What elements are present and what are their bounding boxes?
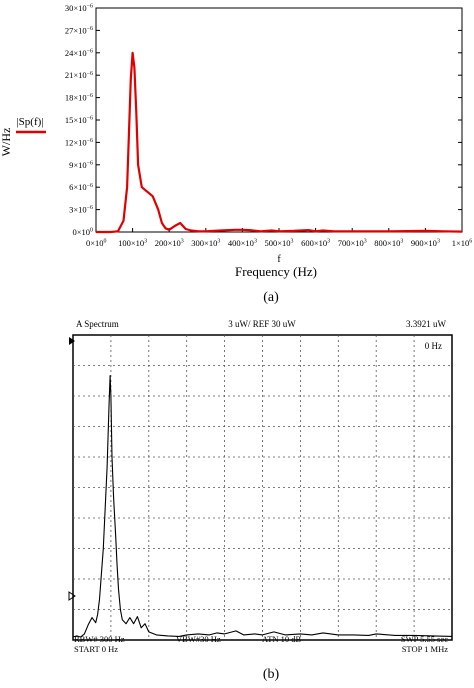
chart-a-panel-label: (a)	[263, 290, 279, 305]
chart-a-xtick-label-8: 800×103	[374, 238, 403, 248]
chart-a: 0×100 3×10−6 6×10−6 9×10−6 12×10−6 15×10−6 18×…	[0, 3, 472, 305]
chart-a-xtick-label-10: 1×106	[452, 238, 473, 248]
chart-b-footer-rbw: RBW# 300 Hz	[74, 634, 125, 644]
chart-a-ytick-label-1: 3×10−6	[69, 205, 93, 215]
chart-a-ytick-label-8: 24×10−6	[65, 48, 93, 58]
chart-a-ytick-label-5: 15×10−6	[65, 115, 93, 125]
chart-b-panel-label: (b)	[263, 667, 280, 682]
chart-b-marker-readout: 0 Hz	[425, 341, 442, 351]
chart-a-ytick-label-4: 12×10−6	[65, 137, 93, 147]
chart-b-header-right: 3.3921 uW	[406, 319, 447, 329]
chart-a-xtick-label-2: 200×103	[155, 238, 184, 248]
chart-a-ytick-label-2: 6×10−6	[69, 182, 93, 192]
chart-b-footer-atn: ATN 10 dB	[262, 634, 302, 644]
chart-b-header-center: 3 uW/ REF 30 uW	[228, 319, 296, 329]
chart-a-legend-text: |Sp(f)|	[16, 116, 43, 128]
chart-a-xtick-label-7: 700×103	[338, 238, 367, 248]
chart-b-footer-stop: STOP 1 MHz	[402, 644, 449, 654]
chart-b-ref-marker	[69, 337, 75, 345]
chart-a-xtick-label-0: 0×100	[86, 238, 107, 248]
chart-a-xtick-label-5: 500×103	[264, 238, 293, 248]
chart-b: A Spectrum 3 uW/ REF 30 uW 3.3921 uW 0 Hz RB…	[68, 319, 453, 682]
chart-a-ytick-label-6: 18×10−6	[65, 93, 93, 103]
chart-a-ytick-label-0: 0×100	[72, 227, 93, 237]
chart-a-xlabel: Frequency (Hz)	[235, 264, 317, 279]
chart-b-header-left: A Spectrum	[76, 319, 119, 329]
chart-a-ytick-label-3: 9×10−6	[69, 160, 93, 170]
chart-a-ylabel: W/Hz	[0, 128, 13, 157]
chart-b-footer-vbw: VBW#30 Hz	[176, 634, 221, 644]
chart-b-footer-start: START 0 Hz	[74, 644, 118, 654]
chart-a-ytick-label-10: 30×10−6	[65, 3, 93, 13]
chart-a-xtick-label-6: 600×103	[301, 238, 330, 248]
chart-b-footer-swp: SWP 5.55 sec	[401, 634, 448, 644]
chart-a-ytick-label-7: 21×10−6	[65, 70, 93, 80]
chart-a-ytick-label-9: 27×10−6	[65, 25, 93, 35]
chart-a-xtick-label-1: 100×103	[118, 238, 147, 248]
chart-a-xtick-label-4: 400×103	[228, 238, 257, 248]
chart-b-trace	[72, 375, 453, 638]
chart-a-xtick-label-9: 900×103	[411, 238, 440, 248]
chart-b-offset-marker	[68, 591, 76, 601]
chart-a-xvar: f	[277, 254, 281, 265]
chart-a-frame	[95, 7, 463, 233]
chart-a-series-line	[96, 51, 463, 234]
chart-a-xtick-label-3: 300×103	[191, 238, 220, 248]
